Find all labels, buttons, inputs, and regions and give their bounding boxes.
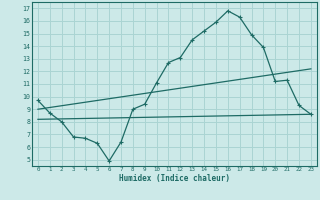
- X-axis label: Humidex (Indice chaleur): Humidex (Indice chaleur): [119, 174, 230, 183]
